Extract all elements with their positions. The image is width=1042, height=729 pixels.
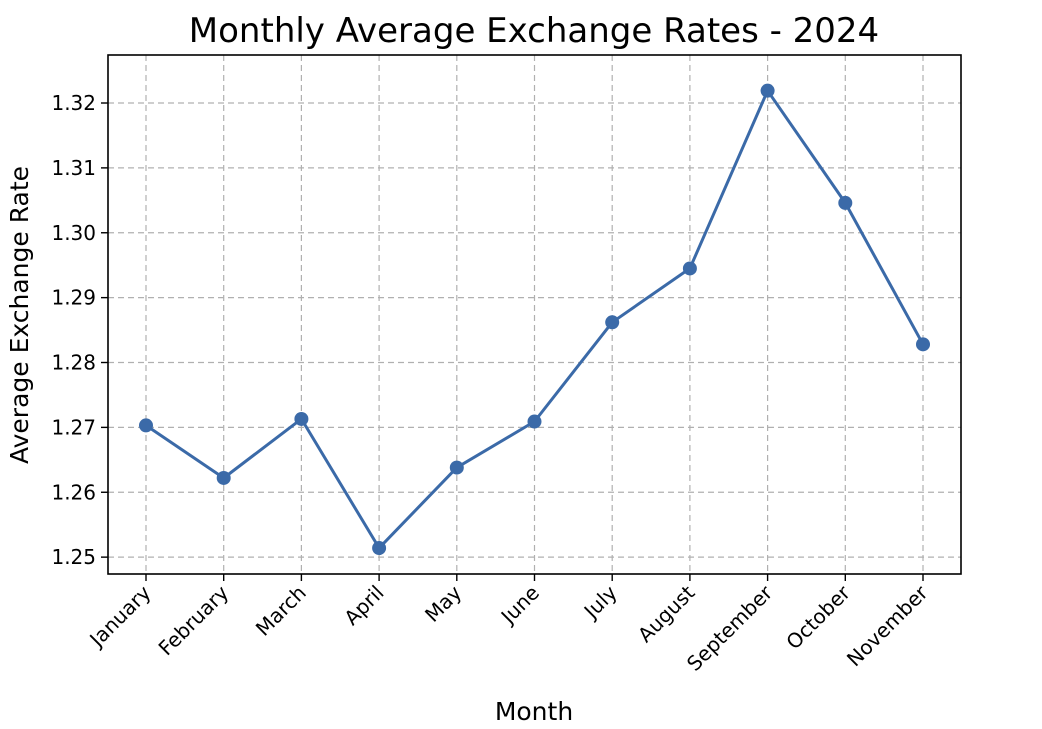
y-tick-label: 1.27 [51, 415, 96, 439]
chart-title: Monthly Average Exchange Rates - 2024 [189, 11, 879, 51]
x-tick-label: April [339, 581, 388, 630]
y-tick-label: 1.30 [51, 221, 96, 245]
data-point [216, 470, 231, 485]
y-tick-label: 1.28 [51, 351, 96, 375]
data-point [838, 195, 853, 210]
data-point [527, 414, 542, 429]
y-tick-label: 1.26 [51, 480, 96, 504]
y-tick-label: 1.29 [51, 286, 96, 310]
x-tick-label: June [495, 581, 544, 630]
data-point [372, 541, 387, 556]
data-point [449, 460, 464, 475]
data-point [139, 418, 153, 433]
series-layer [139, 83, 930, 556]
x-tick-label: September [682, 580, 778, 676]
data-point [760, 83, 775, 98]
x-tick-label: August [633, 580, 700, 647]
data-point [294, 411, 309, 426]
x-axis-label: Month [495, 697, 573, 726]
y-axis-label: Average Exchange Rate [5, 166, 34, 464]
grid-lines [108, 55, 961, 574]
data-point [682, 261, 697, 276]
y-tick-label: 1.31 [51, 156, 96, 180]
y-axis: 1.25 1.26 1.27 1.28 1.29 1.30 1.31 1.32 [51, 91, 108, 569]
data-point [916, 337, 930, 352]
x-tick-label: November [842, 580, 933, 671]
x-tick-label: May [420, 580, 466, 626]
x-tick-label: February [154, 580, 234, 660]
x-tick-label: July [578, 580, 622, 624]
x-tick-label: October [781, 580, 855, 654]
x-tick-label: March [251, 581, 311, 641]
y-tick-label: 1.25 [51, 545, 96, 569]
x-tick-label: January [84, 580, 156, 652]
y-tick-label: 1.32 [51, 91, 96, 115]
data-point [605, 315, 620, 330]
